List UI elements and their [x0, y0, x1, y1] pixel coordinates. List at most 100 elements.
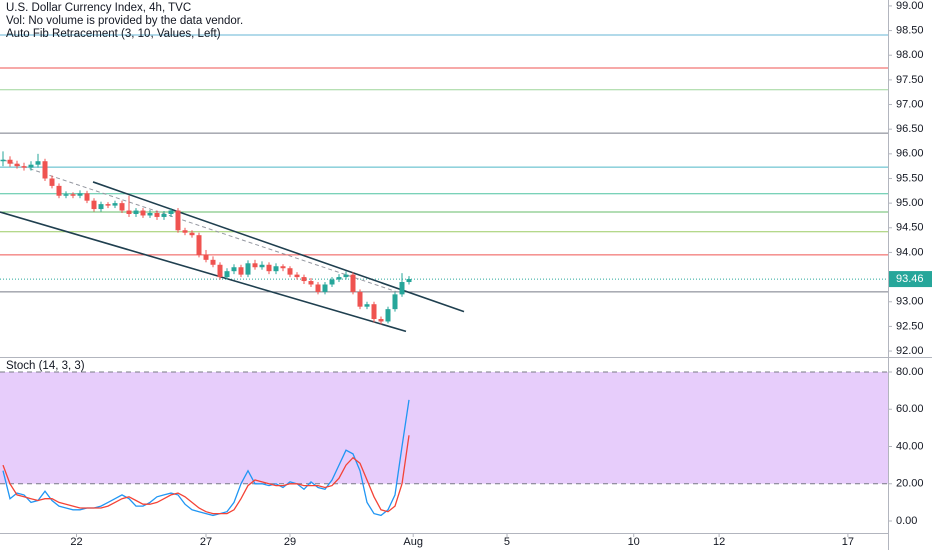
candle-body — [343, 274, 349, 278]
candle-body — [196, 235, 202, 255]
price-tick-label: 99.00 — [896, 0, 924, 12]
candle-body — [7, 159, 13, 164]
candle-body — [266, 264, 272, 272]
candle-body — [63, 194, 69, 196]
price-tick-label: 95.50 — [896, 172, 924, 184]
candle-body — [210, 259, 216, 265]
candle-body — [28, 164, 34, 168]
candle-body — [42, 161, 48, 179]
candle-body — [217, 264, 223, 278]
candle-body — [385, 309, 391, 322]
stoch-line — [2, 435, 410, 515]
stoch-tick-label: 40.00 — [896, 440, 924, 452]
candle-body — [77, 193, 83, 196]
candle-body — [392, 294, 398, 310]
trend-line — [0, 211, 407, 333]
candle-body — [238, 267, 244, 275]
candle-body — [98, 204, 104, 210]
stoch-band — [0, 371, 888, 484]
stoch-tick-label: 20.00 — [896, 478, 924, 490]
chart-title: U.S. Dollar Currency Index, 4h, TVC — [6, 2, 191, 14]
candle-body — [56, 185, 62, 196]
candle-body — [35, 161, 41, 165]
candle-body — [336, 277, 342, 280]
price-pane — [0, 34, 888, 333]
candle-body — [280, 266, 286, 269]
candle-body — [147, 213, 153, 216]
stoch-tick-label: 60.00 — [896, 403, 924, 415]
candle-body — [406, 279, 412, 283]
price-tick-label: 96.50 — [896, 123, 924, 135]
price-tick-label: 95.00 — [896, 197, 924, 209]
candle-body — [49, 178, 55, 186]
time-tick-label: 17 — [842, 536, 854, 548]
stoch-line — [2, 399, 410, 517]
price-tick-label: 94.00 — [896, 246, 924, 258]
candle-body — [140, 210, 146, 216]
candle-body — [259, 264, 265, 268]
candle-body — [119, 203, 125, 211]
time-tick-label: 12 — [713, 536, 725, 548]
price-tick-label: 94.50 — [896, 222, 924, 234]
price-tick-label: 93.00 — [896, 296, 924, 308]
candle-body — [161, 213, 167, 217]
candle-body — [315, 284, 321, 292]
last-price-badge — [889, 271, 932, 288]
time-tick-label: 22 — [70, 536, 82, 548]
stoch-tick-label: 80.00 — [896, 366, 924, 378]
candle-body — [245, 263, 251, 275]
candle-body — [364, 304, 370, 307]
stoch-title: Stoch (14, 3, 3) — [6, 360, 85, 372]
candle-body — [154, 213, 160, 217]
candle-body — [322, 284, 328, 292]
candle-body — [231, 267, 237, 272]
candle-body — [105, 204, 111, 206]
candle-body — [133, 210, 139, 214]
candle-body — [350, 274, 356, 292]
price-tick-label: 98.50 — [896, 24, 924, 36]
time-tick-label: 5 — [504, 536, 510, 548]
candle-body — [70, 194, 76, 196]
stoch-pane — [0, 371, 888, 517]
stoch-tick-label: 0.00 — [896, 515, 917, 527]
candle-body — [308, 281, 314, 285]
candle-body — [112, 203, 118, 206]
candle-body — [14, 163, 20, 167]
trend-line — [2, 159, 398, 293]
price-tick-label: 97.00 — [896, 98, 924, 110]
candle-body — [252, 263, 258, 268]
price-tick-label: 96.00 — [896, 148, 924, 160]
candle-body — [287, 268, 293, 275]
candle-body — [294, 274, 300, 278]
candle-body — [0, 159, 6, 162]
candle-body — [399, 282, 405, 295]
last-price-label: 93.46 — [896, 273, 924, 285]
candle-body — [189, 232, 195, 236]
price-tick-label: 98.00 — [896, 49, 924, 61]
candle-body — [224, 271, 230, 278]
price-tick-label: 92.50 — [896, 320, 924, 332]
candle-body — [168, 210, 174, 214]
candle-body — [329, 279, 335, 285]
time-tick-label: 27 — [200, 536, 212, 548]
volume-note: Vol: No volume is provided by the data v… — [6, 15, 243, 27]
candle-body — [378, 319, 384, 322]
indicator-label: Auto Fib Retracement (3, 10, Values, Lef… — [6, 28, 221, 40]
candle-body — [175, 210, 181, 231]
candle-body — [357, 291, 363, 307]
time-tick-label: 10 — [628, 536, 640, 548]
candle-body — [203, 254, 209, 260]
candle-body — [21, 166, 27, 168]
candle-body — [182, 230, 188, 233]
time-tick-label: Aug — [403, 536, 423, 548]
price-tick-label: 97.50 — [896, 74, 924, 86]
time-tick-label: 29 — [284, 536, 296, 548]
candle-body — [84, 193, 90, 201]
candle-body — [91, 200, 97, 210]
candle-body — [273, 266, 279, 272]
candle-body — [301, 277, 307, 282]
candle-body — [126, 210, 132, 214]
candle-body — [371, 304, 377, 320]
